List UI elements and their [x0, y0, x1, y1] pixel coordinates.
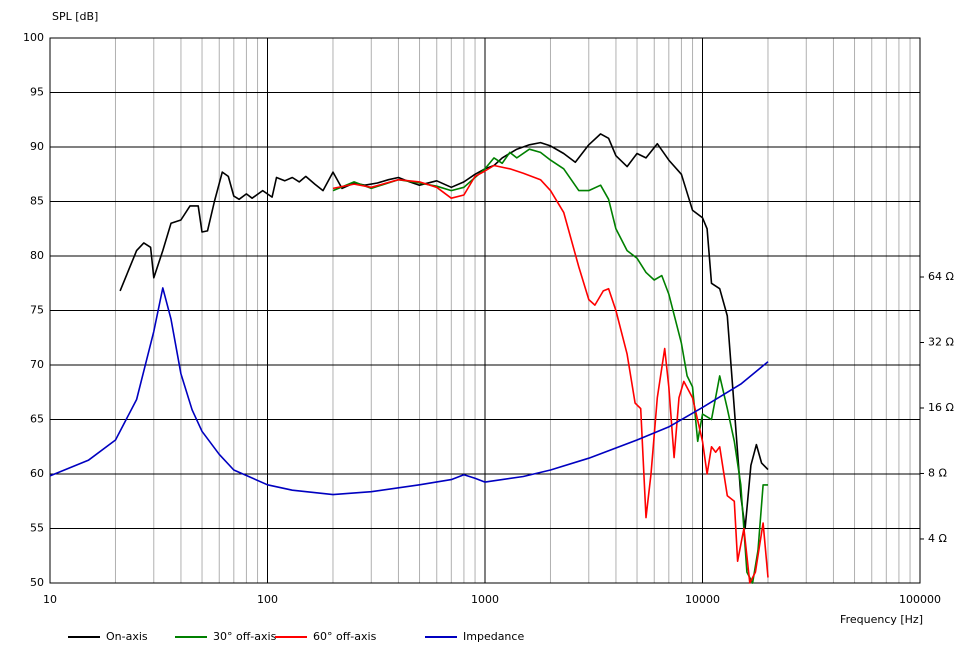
x-tick-label: 10 — [43, 593, 57, 606]
y-tick-label: 75 — [30, 304, 44, 317]
series-line — [49, 287, 769, 496]
y2-tick-label: 4 Ω — [928, 532, 947, 545]
y-tick-label: 50 — [30, 576, 44, 589]
x-axis-label: Frequency [Hz] — [840, 613, 923, 626]
x-tick-label: 10000 — [685, 593, 720, 606]
y2-tick-label: 64 Ω — [928, 270, 954, 283]
legend-label: 60° off-axis — [313, 630, 377, 643]
legend-label: 30° off-axis — [213, 630, 277, 643]
x-tick-label: 100 — [257, 593, 278, 606]
y-tick-label: 95 — [30, 86, 44, 99]
y-tick-label: 60 — [30, 467, 44, 480]
x-tick-label: 100000 — [899, 593, 941, 606]
y-tick-label: 55 — [30, 522, 44, 535]
y-tick-label: 100 — [23, 31, 44, 44]
series-line — [332, 148, 768, 584]
series-line — [119, 133, 769, 530]
series-line — [332, 164, 769, 584]
y-axis-label: SPL [dB] — [52, 10, 98, 23]
y2-tick-label: 8 Ω — [928, 466, 947, 479]
y2-tick-label: 16 Ω — [928, 401, 954, 414]
y-tick-label: 65 — [30, 413, 44, 426]
y2-tick-label: 32 Ω — [928, 335, 954, 348]
y-tick-label: 90 — [30, 140, 44, 153]
legend-label: On-axis — [106, 630, 148, 643]
y-tick-label: 85 — [30, 195, 44, 208]
y-tick-label: 80 — [30, 249, 44, 262]
x-tick-label: 1000 — [471, 593, 499, 606]
legend-label: Impedance — [463, 630, 524, 643]
y-tick-label: 70 — [30, 358, 44, 371]
